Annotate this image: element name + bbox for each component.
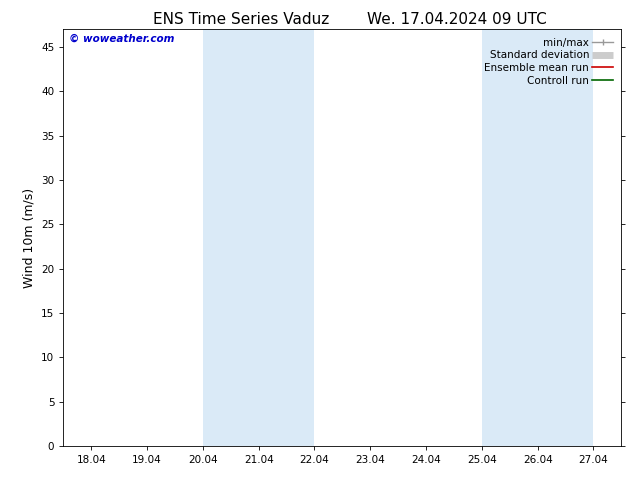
Bar [203, 29, 259, 446]
Text: ENS Time Series Vaduz: ENS Time Series Vaduz [153, 12, 329, 27]
Bar [482, 29, 538, 446]
Legend: min/max, Standard deviation, Ensemble mean run, Controll run: min/max, Standard deviation, Ensemble me… [481, 35, 616, 89]
Bar [259, 29, 314, 446]
Text: © woweather.com: © woweather.com [69, 34, 174, 44]
Bar [538, 29, 593, 446]
Y-axis label: Wind 10m (m/s): Wind 10m (m/s) [23, 188, 36, 288]
Text: We. 17.04.2024 09 UTC: We. 17.04.2024 09 UTC [366, 12, 547, 27]
